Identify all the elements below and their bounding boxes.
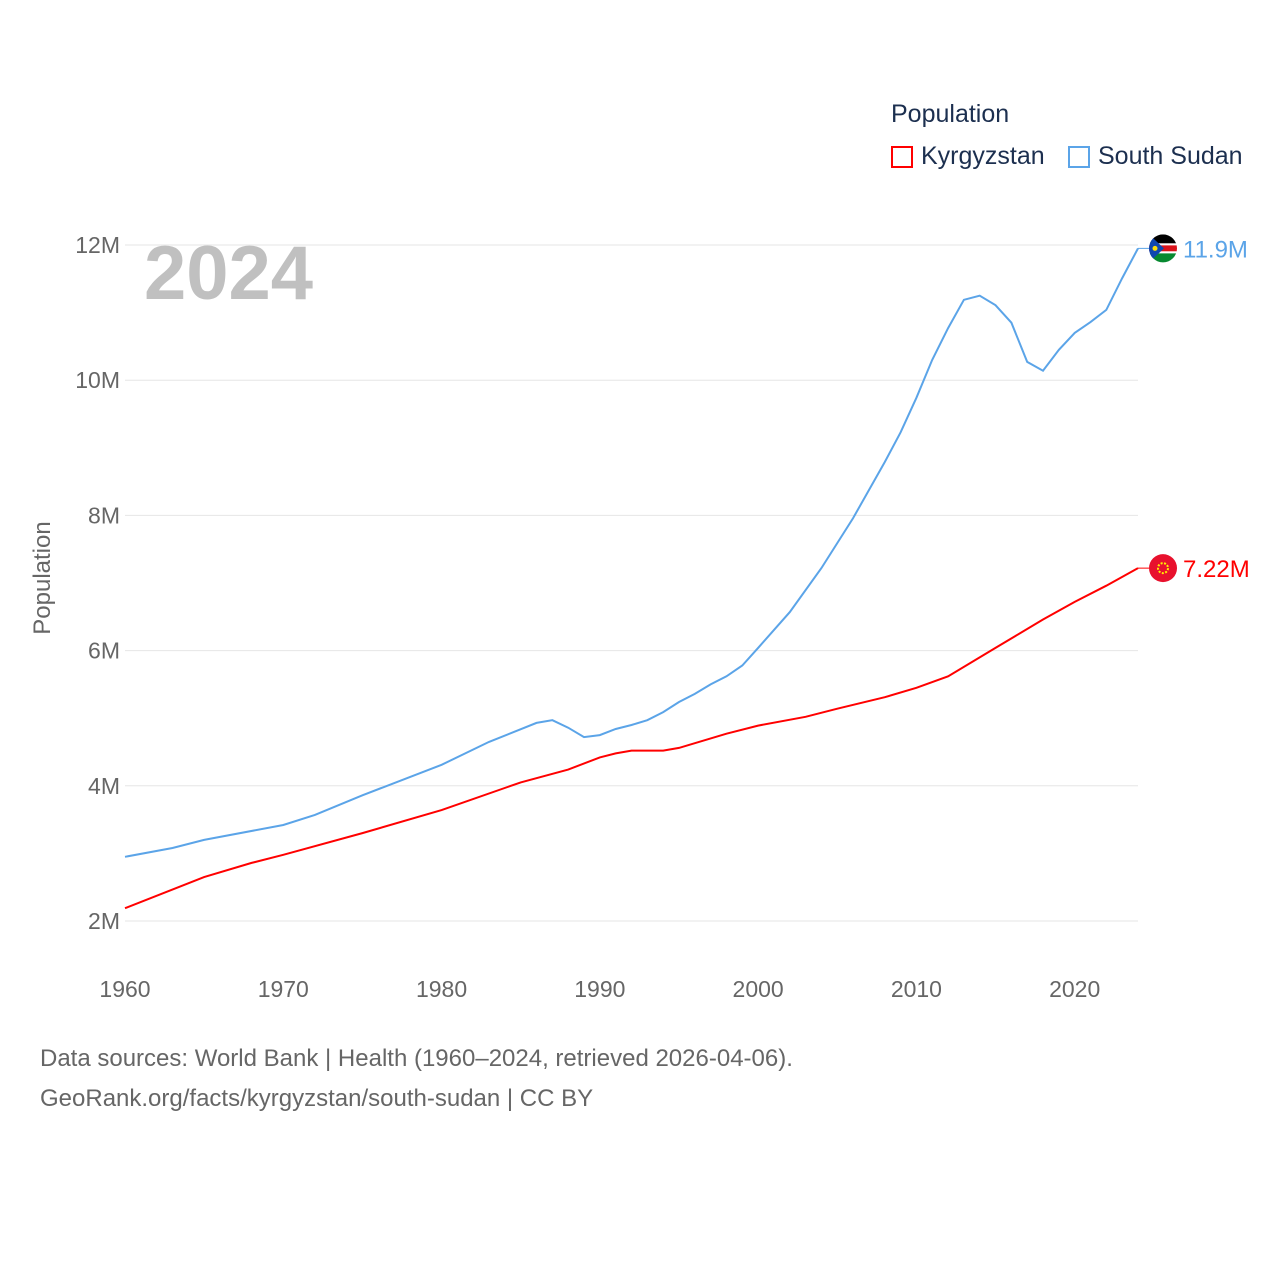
source-link[interactable]: GeoRank.org/facts/kyrgyzstan/south-sudan… [40, 1085, 594, 1112]
kyrgyzstan-flag-icon [1149, 554, 1177, 583]
x-tick-label: 2020 [1049, 976, 1100, 1002]
x-tick-label: 2000 [733, 976, 784, 1002]
legend-item-south-sudan[interactable]: South Sudan [1068, 142, 1243, 171]
legend-label: Kyrgyzstan [921, 142, 1045, 170]
x-tick-label: 1970 [258, 976, 309, 1002]
y-tick-label: 8M [88, 502, 120, 528]
end-value-label: 11.9M [1183, 236, 1248, 263]
legend-label: South Sudan [1098, 142, 1243, 170]
legend-title: Population [891, 100, 1010, 128]
flag-sun [1157, 562, 1169, 575]
south-sudan-flag-icon [1149, 234, 1177, 263]
y-tick-label: 6M [88, 638, 120, 664]
y-tick-label: 4M [88, 773, 120, 799]
x-tick-label: 1980 [416, 976, 467, 1002]
legend-swatch [891, 145, 913, 168]
series-line-south-sudan [124, 247, 1139, 858]
source-note: Data sources: World Bank | Health (1960–… [40, 1045, 793, 1072]
year-watermark: 2024 [144, 231, 314, 316]
legend-swatch [1068, 145, 1090, 168]
x-tick-label: 1990 [574, 976, 625, 1002]
y-axis-label: Population [29, 521, 56, 634]
legend-item-kyrgyzstan[interactable]: Kyrgyzstan [891, 142, 1045, 171]
end-value-label: 7.22M [1183, 556, 1250, 583]
y-tick-label: 10M [75, 367, 120, 393]
y-tick-label: 12M [75, 232, 120, 258]
series-line-kyrgyzstan [124, 567, 1139, 910]
y-tick-label: 2M [88, 908, 120, 934]
x-tick-label: 1960 [99, 976, 150, 1002]
x-tick-label: 2010 [891, 976, 942, 1002]
